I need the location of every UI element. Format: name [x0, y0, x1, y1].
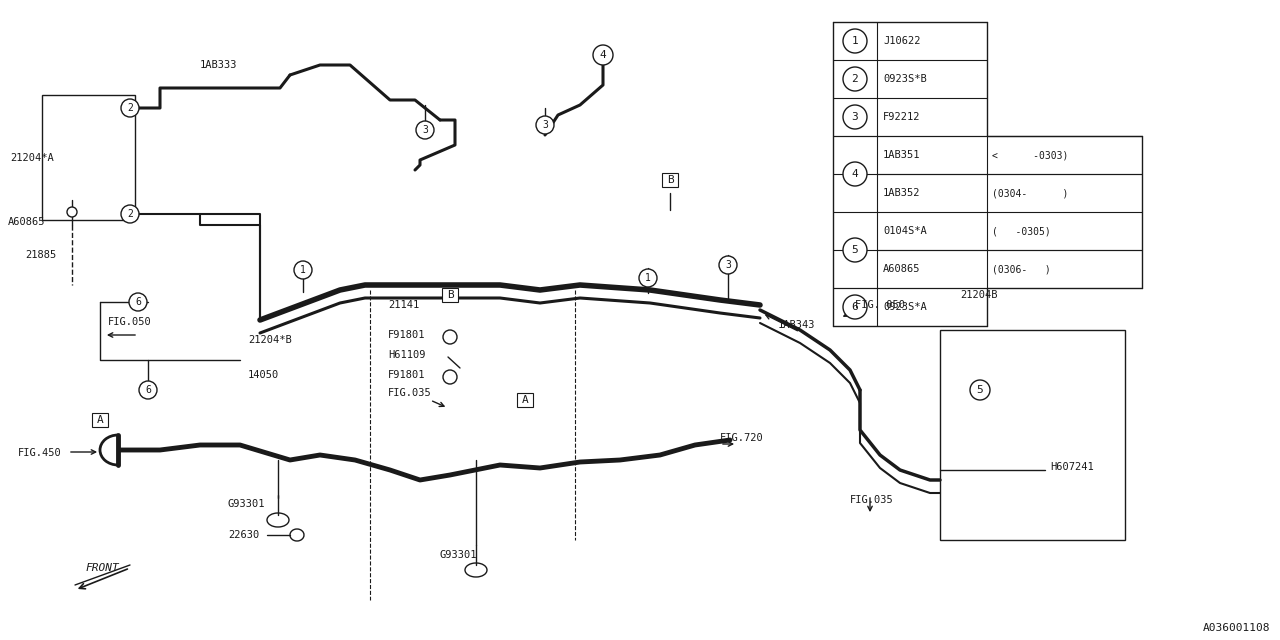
Circle shape	[122, 99, 140, 117]
Text: A: A	[96, 415, 104, 425]
Text: 2: 2	[851, 74, 859, 84]
Text: A60865: A60865	[883, 264, 920, 274]
Text: 21204*B: 21204*B	[248, 335, 292, 345]
Text: 0923S*A: 0923S*A	[883, 302, 927, 312]
Text: 1: 1	[645, 273, 652, 283]
Text: (   -0305): ( -0305)	[992, 226, 1051, 236]
Text: 2: 2	[127, 103, 133, 113]
Text: H607241: H607241	[1050, 462, 1093, 472]
Text: 1AB343: 1AB343	[778, 320, 815, 330]
Bar	[42, 95, 134, 220]
Text: FIG.720: FIG.720	[719, 433, 764, 443]
Text: 1AB351: 1AB351	[883, 150, 920, 160]
Text: B: B	[447, 290, 453, 300]
Text: 5: 5	[977, 385, 983, 395]
Text: 3: 3	[541, 120, 548, 130]
Circle shape	[844, 67, 867, 91]
Text: 0104S*A: 0104S*A	[883, 226, 927, 236]
Text: B: B	[667, 175, 673, 185]
Text: 3: 3	[724, 260, 731, 270]
Circle shape	[719, 256, 737, 274]
Bar	[442, 288, 458, 302]
Text: 3: 3	[851, 112, 859, 122]
Text: 21204*A: 21204*A	[10, 153, 54, 163]
Text: 6: 6	[136, 297, 141, 307]
Text: 14050: 14050	[248, 370, 279, 380]
Text: FIG.050: FIG.050	[108, 317, 152, 327]
Circle shape	[67, 207, 77, 217]
Circle shape	[129, 293, 147, 311]
Text: (0304-      ): (0304- )	[992, 188, 1069, 198]
Text: A: A	[522, 395, 529, 405]
Text: 1AB333: 1AB333	[200, 60, 238, 70]
Circle shape	[140, 381, 157, 399]
Text: 21204B: 21204B	[960, 290, 997, 300]
Circle shape	[844, 162, 867, 186]
Text: F92212: F92212	[883, 112, 920, 122]
Text: 2: 2	[127, 209, 133, 219]
Text: FIG.035: FIG.035	[388, 388, 431, 398]
Text: 21885: 21885	[26, 250, 56, 260]
Text: 1: 1	[300, 265, 306, 275]
Circle shape	[844, 238, 867, 262]
Text: FIG. 050: FIG. 050	[855, 300, 905, 310]
Circle shape	[844, 295, 867, 319]
Bar	[92, 413, 108, 427]
Text: 21141: 21141	[388, 300, 420, 310]
Text: 6: 6	[851, 302, 859, 312]
Text: 1AB352: 1AB352	[883, 188, 920, 198]
Text: <      -0303): < -0303)	[992, 150, 1069, 160]
Text: FIG.035: FIG.035	[850, 495, 893, 505]
Text: J10622: J10622	[883, 36, 920, 46]
Circle shape	[593, 45, 613, 65]
Circle shape	[844, 105, 867, 129]
Text: 22630: 22630	[228, 530, 260, 540]
Text: 4: 4	[599, 50, 607, 60]
Text: 5: 5	[851, 245, 859, 255]
Text: F91801: F91801	[388, 370, 425, 380]
Circle shape	[443, 370, 457, 384]
Text: 6: 6	[145, 385, 151, 395]
Circle shape	[844, 29, 867, 53]
Text: H61109: H61109	[388, 350, 425, 360]
Bar	[517, 393, 532, 407]
Bar	[662, 173, 678, 187]
Circle shape	[639, 269, 657, 287]
Text: G93301: G93301	[228, 499, 265, 509]
Text: G93301: G93301	[440, 550, 477, 560]
Text: (0306-   ): (0306- )	[992, 264, 1051, 274]
Text: 1: 1	[851, 36, 859, 46]
Circle shape	[536, 116, 554, 134]
Circle shape	[443, 330, 457, 344]
Text: FIG.450: FIG.450	[18, 448, 61, 458]
Text: 4: 4	[851, 169, 859, 179]
Circle shape	[294, 261, 312, 279]
Text: F91801: F91801	[388, 330, 425, 340]
Text: 0923S*B: 0923S*B	[883, 74, 927, 84]
Circle shape	[970, 380, 989, 400]
Circle shape	[416, 121, 434, 139]
Text: A036001108: A036001108	[1202, 623, 1270, 633]
Circle shape	[122, 205, 140, 223]
Text: 3: 3	[422, 125, 428, 135]
Text: FRONT: FRONT	[84, 563, 119, 573]
Text: A60865: A60865	[8, 217, 46, 227]
Bar	[940, 330, 1125, 540]
